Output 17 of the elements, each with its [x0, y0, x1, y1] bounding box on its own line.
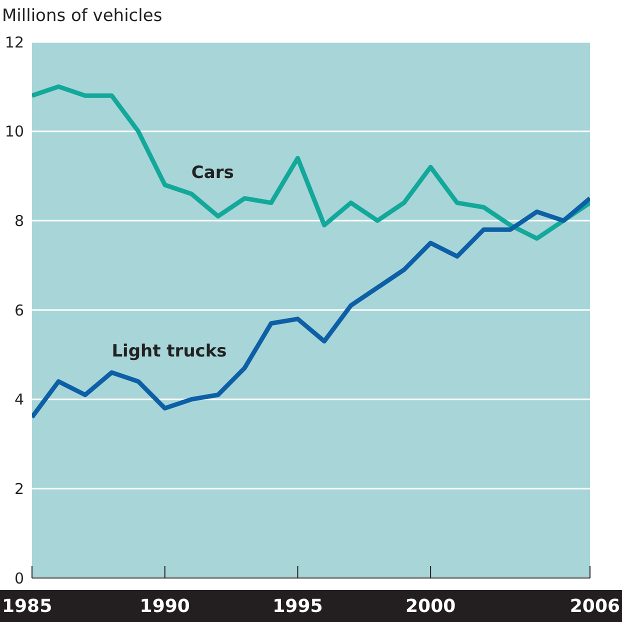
y-tick-label: 12	[4, 33, 24, 52]
y-axis-title: Millions of vehicles	[2, 6, 162, 26]
y-tick-label: 4	[14, 390, 24, 409]
series-label: Light trucks	[112, 342, 227, 362]
y-tick-label: 8	[14, 212, 24, 230]
x-tick-label: 2006	[570, 596, 620, 617]
series-label: Cars	[191, 162, 234, 183]
line-series	[32, 84, 590, 241]
line-series	[32, 196, 590, 420]
y-tick-label: 0	[14, 569, 24, 588]
x-tick-label: 1990	[140, 596, 190, 617]
y-tick-label: 10	[4, 122, 24, 141]
x-tick-label: 1995	[272, 596, 323, 617]
x-tick-label: 1985	[2, 596, 52, 617]
y-tick-label: 6	[14, 301, 24, 320]
y-tick-label: 2	[14, 480, 24, 498]
x-tick-label: 2000	[406, 596, 456, 617]
